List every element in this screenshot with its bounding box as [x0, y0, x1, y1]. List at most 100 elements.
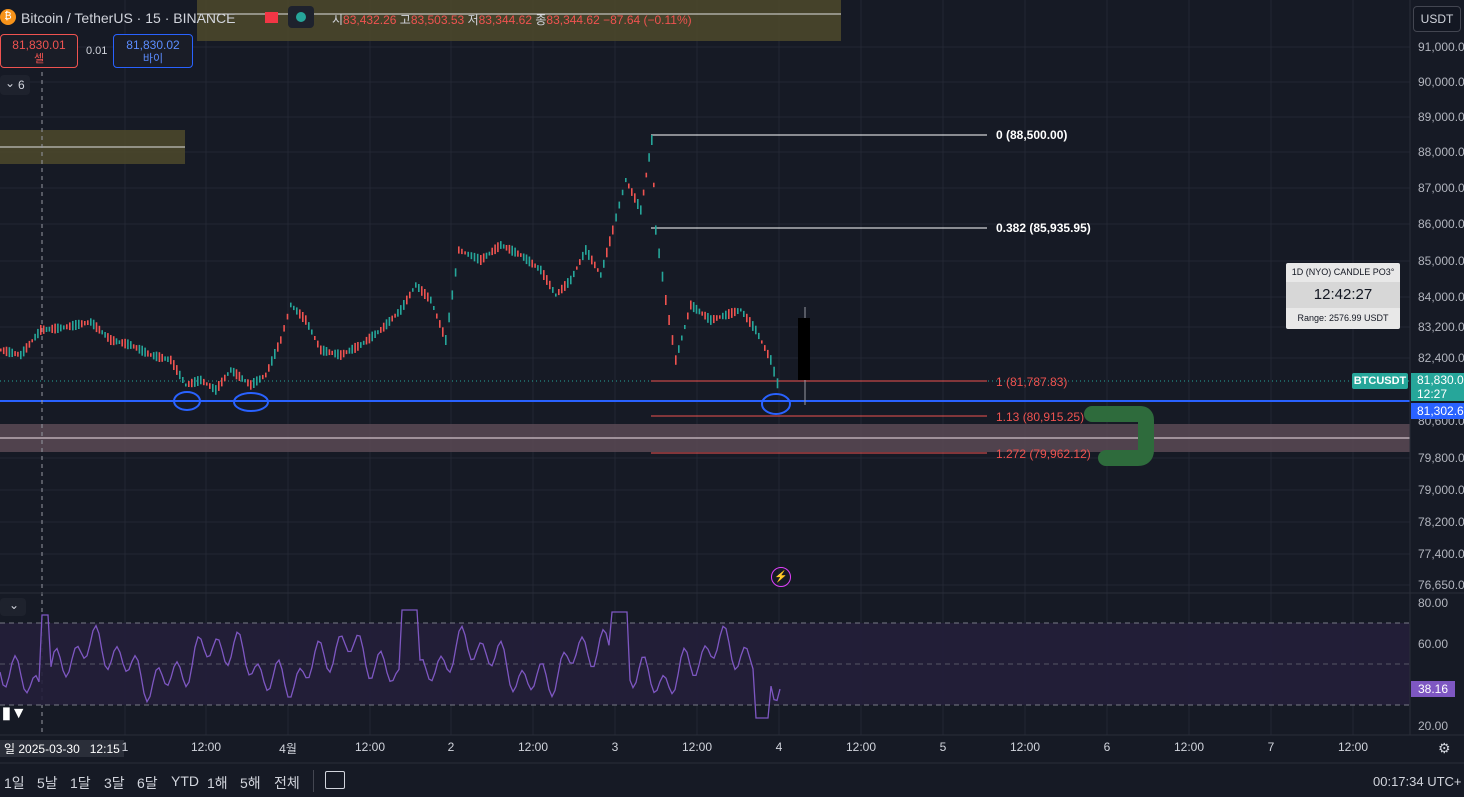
- candle: [158, 352, 161, 362]
- open-label: 시: [332, 13, 344, 27]
- candle: [543, 270, 545, 280]
- candle: [161, 353, 163, 362]
- currency-selector[interactable]: USDT: [1413, 6, 1461, 32]
- candle: [256, 376, 258, 386]
- candle: [385, 319, 388, 330]
- candle: [75, 320, 77, 330]
- candle: [331, 350, 333, 355]
- candle: [176, 365, 178, 375]
- clock[interactable]: 00:17:34 UTC+: [1373, 774, 1462, 789]
- rsi-collapse-toggle[interactable]: ⌄: [0, 598, 26, 616]
- range-button-1d[interactable]: 1일: [4, 775, 25, 791]
- candle: [467, 251, 469, 257]
- green-brush-mark[interactable]: [1084, 406, 1154, 466]
- candle: [72, 320, 74, 331]
- candle: [488, 251, 491, 256]
- indicators-toggle[interactable]: ⌄ 6: [0, 75, 30, 95]
- candle: [271, 356, 273, 366]
- candle: [182, 377, 184, 383]
- fib-retracement[interactable]: [651, 134, 987, 454]
- candle: [110, 335, 112, 345]
- rsi-axis-label: 20.00: [1418, 719, 1449, 733]
- candle: [200, 375, 202, 385]
- flag-icon[interactable]: [265, 12, 278, 23]
- candle: [368, 333, 371, 344]
- lightning-icon[interactable]: ⚡: [771, 567, 791, 587]
- settings-icon[interactable]: ⚙: [1438, 740, 1451, 756]
- candle: [348, 347, 351, 354]
- candle: [280, 336, 282, 344]
- candle: [98, 325, 101, 334]
- range-button-3m[interactable]: 3달: [104, 775, 125, 791]
- range-button-1y[interactable]: 1해: [207, 775, 228, 791]
- tradingview-logo-icon[interactable]: ▮▼: [2, 705, 27, 722]
- range-button-6m[interactable]: 6달: [137, 775, 158, 791]
- candle: [421, 286, 423, 296]
- time-label: 7: [1267, 740, 1275, 754]
- candle: [687, 312, 689, 320]
- price-label: 82,400.00: [1418, 351, 1464, 365]
- candle: [87, 320, 89, 325]
- sell-button[interactable]: 81,830.01 셀: [0, 34, 78, 68]
- candle: [206, 382, 208, 386]
- candle: [585, 245, 587, 255]
- time-label: 2: [447, 740, 455, 754]
- candle: [262, 374, 264, 380]
- candle: [454, 268, 457, 277]
- buy-button[interactable]: 81,830.02 바이: [113, 34, 193, 68]
- candle: [2, 347, 5, 355]
- low-marker-2[interactable]: [233, 392, 269, 412]
- status-dot-icon: [296, 12, 306, 22]
- candle: [743, 310, 745, 317]
- candle: [430, 296, 432, 304]
- candle: [642, 189, 645, 196]
- low-marker-3[interactable]: [761, 393, 791, 415]
- price-label: 76,650.00: [1418, 578, 1464, 592]
- candle: [144, 347, 146, 357]
- date-range-icon[interactable]: [325, 771, 345, 789]
- time-label: 12:00: [1173, 740, 1205, 754]
- candle: [552, 287, 554, 293]
- candle: [104, 332, 106, 338]
- bitcoin-icon: ₿: [0, 9, 16, 25]
- candle: [576, 266, 578, 270]
- price-label: 86,000.00: [1418, 217, 1464, 231]
- candle: [406, 295, 408, 305]
- candle: [286, 313, 289, 320]
- status-indicator[interactable]: [288, 6, 314, 28]
- candle: [773, 366, 775, 377]
- blue-line-price-tag: 81,302.6: [1411, 403, 1464, 419]
- symbol-title[interactable]: Bitcoin / TetherUS · 15 · BINANCE: [21, 10, 236, 26]
- range-button-5y[interactable]: 5해: [240, 775, 261, 791]
- time-label: 12:00: [190, 740, 222, 754]
- candle: [54, 323, 56, 334]
- time-label: 1: [121, 740, 129, 754]
- candle: [274, 349, 276, 359]
- candle: [42, 325, 45, 334]
- price-label: 79,000.00: [1418, 483, 1464, 497]
- candle: [308, 322, 310, 330]
- candle: [90, 318, 92, 326]
- candle: [221, 377, 223, 387]
- time-label: 12:00: [1337, 740, 1369, 754]
- candle: [81, 320, 83, 328]
- candle: [573, 270, 575, 278]
- range-button-ytd[interactable]: YTD: [171, 773, 199, 789]
- candle: [362, 340, 365, 345]
- candle: [357, 342, 359, 351]
- range-button-1m[interactable]: 1달: [70, 775, 91, 791]
- candle: [185, 383, 187, 387]
- low-marker-1[interactable]: [173, 391, 201, 411]
- candle: [645, 172, 648, 178]
- candle: [579, 259, 581, 265]
- range-button-5d[interactable]: 5날: [37, 775, 58, 791]
- time-label: 12:00: [354, 740, 386, 754]
- sell-price: 81,830.01: [12, 38, 66, 52]
- candle: [365, 336, 368, 345]
- range-button-all[interactable]: 전체: [274, 775, 300, 791]
- candle-info-widget[interactable]: 1D (NYO) CANDLE PO3° 12:42:27 Range: 257…: [1286, 263, 1400, 329]
- candle: [209, 383, 211, 389]
- candle: [615, 213, 617, 222]
- candle: [692, 302, 695, 313]
